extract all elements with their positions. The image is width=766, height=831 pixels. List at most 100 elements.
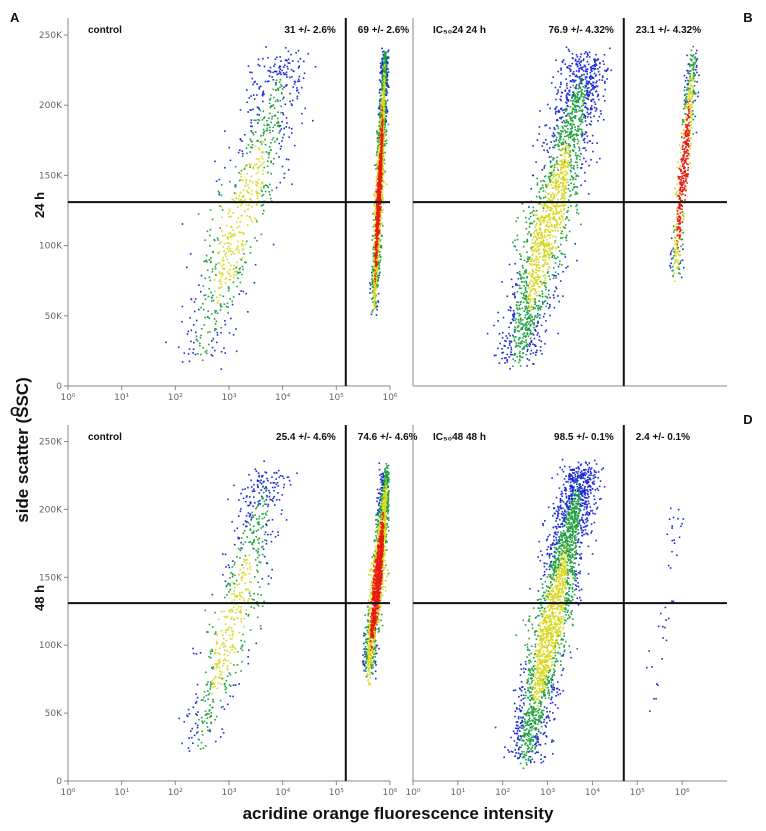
event-dot (215, 310, 218, 312)
event-dot (384, 51, 387, 54)
event-dot (380, 200, 382, 202)
event-dot (375, 268, 377, 271)
event-dot (376, 147, 379, 149)
event-dot (374, 302, 376, 305)
event-dot (373, 286, 376, 288)
event-dot (240, 215, 243, 217)
event-dot (559, 137, 561, 140)
event-dot (257, 63, 260, 66)
event-dot (269, 197, 272, 200)
event-dot (570, 133, 572, 136)
event-dot (372, 278, 375, 281)
event-dot (586, 141, 589, 144)
event-dot (553, 194, 556, 196)
event-dot (273, 65, 275, 68)
event-dot (375, 162, 378, 165)
event-dot (377, 245, 380, 248)
event-dot (525, 282, 528, 285)
event-dot (514, 353, 517, 356)
event-dot (196, 352, 199, 355)
event-dot (673, 251, 675, 253)
event-dot (589, 108, 592, 111)
event-dot (589, 92, 591, 94)
event-dot (384, 78, 386, 81)
event-dot (530, 234, 532, 237)
event-dot (567, 181, 569, 184)
event-dot (524, 316, 526, 319)
event-dot (537, 267, 540, 270)
event-dot (536, 139, 539, 141)
event-dot (535, 251, 538, 253)
event-dot (376, 140, 379, 142)
event-dot (684, 143, 687, 145)
event-dot (507, 347, 509, 349)
event-dot (681, 157, 684, 160)
event-dot (537, 216, 540, 219)
event-dot (565, 239, 568, 242)
event-dot (271, 115, 274, 118)
event-dot (580, 184, 582, 187)
event-dot (236, 271, 239, 273)
event-dot (685, 133, 687, 136)
event-dot (682, 118, 684, 121)
event-dot (538, 267, 541, 269)
event-dot (590, 107, 592, 109)
event-dot (387, 123, 390, 126)
event-dot (515, 321, 517, 324)
event-dot (372, 255, 375, 257)
event-dot (561, 204, 564, 206)
event-dot (257, 58, 260, 61)
event-dot (577, 60, 580, 63)
event-dot (508, 356, 511, 358)
event-dot (382, 111, 385, 114)
event-dot (563, 189, 566, 192)
event-dot (678, 236, 681, 238)
event-dot (557, 211, 559, 214)
event-dot (549, 179, 551, 181)
event-dot (377, 228, 379, 231)
event-dot (373, 242, 376, 244)
event-dot (559, 132, 562, 135)
event-dot (241, 243, 243, 246)
event-dot (274, 100, 277, 103)
event-dot (375, 216, 377, 219)
event-dot (300, 112, 303, 115)
event-dot (246, 152, 248, 155)
event-dot (380, 117, 383, 120)
event-dot (601, 75, 604, 77)
event-dot (378, 141, 381, 143)
event-dot (378, 216, 381, 218)
event-dot (557, 127, 560, 130)
event-dot (273, 70, 276, 73)
event-dot (543, 202, 546, 205)
event-dot (568, 154, 571, 156)
event-dot (264, 138, 266, 141)
event-dot (543, 246, 546, 249)
event-dot (545, 242, 548, 244)
event-dot (518, 304, 521, 307)
event-dot (378, 142, 381, 144)
event-dot (563, 160, 566, 163)
event-dot (374, 214, 377, 217)
event-dot (590, 107, 593, 110)
event-dot (238, 231, 240, 233)
event-dot (695, 64, 698, 67)
event-dot (568, 114, 571, 117)
event-dot (249, 180, 252, 182)
event-dot (529, 343, 532, 346)
event-dot (555, 204, 558, 207)
event-dot (383, 133, 385, 135)
event-dot (561, 197, 564, 199)
event-dot (548, 216, 551, 218)
event-dot (551, 225, 554, 228)
event-dot (371, 281, 374, 283)
event-dot (514, 336, 517, 338)
event-dot (692, 76, 694, 79)
event-dot (514, 329, 516, 332)
event-dot (209, 209, 212, 211)
event-dot (374, 259, 376, 262)
event-dot (382, 112, 384, 115)
event-dot (524, 286, 527, 289)
event-dot (521, 265, 524, 267)
event-dot (537, 315, 539, 317)
